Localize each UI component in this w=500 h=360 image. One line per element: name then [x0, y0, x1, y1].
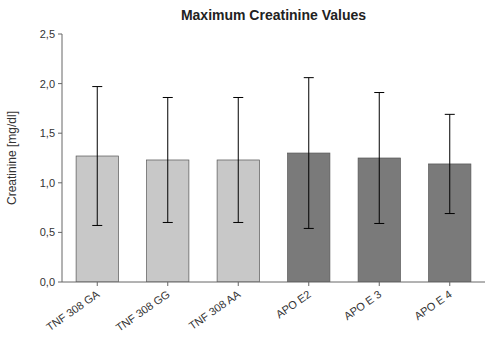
error-bar: [374, 93, 384, 224]
error-cap: [374, 92, 384, 93]
error-bar: [445, 114, 455, 213]
y-tick-label: 1,5: [40, 127, 55, 139]
x-tick: [308, 282, 309, 286]
x-axis: [62, 282, 485, 283]
x-tick-label: APO E 3: [341, 288, 383, 322]
y-tick-label: 0,0: [40, 276, 55, 288]
x-tick-label: APO E 4: [412, 288, 454, 322]
y-tick-label: 1,0: [40, 177, 55, 189]
plot-area: [76, 78, 471, 282]
y-axis-label: Creatinine [mg/dl]: [5, 111, 19, 205]
x-tick: [379, 282, 380, 286]
error-line: [167, 97, 168, 222]
x-tick: [449, 282, 450, 286]
error-cap: [92, 225, 102, 226]
y-tick: [58, 182, 62, 183]
error-bar: [304, 78, 314, 229]
chart: Maximum Creatinine Values Creatinine [mg/…: [0, 0, 500, 360]
error-cap: [233, 222, 243, 223]
error-line: [308, 78, 309, 229]
y-tick-label: 0,5: [40, 226, 55, 238]
y-tick: [58, 282, 62, 283]
error-line: [449, 114, 450, 213]
y-tick-label: 2,0: [40, 78, 55, 90]
error-bar: [163, 97, 173, 222]
x-tick-label: TNF 308 AA: [186, 287, 243, 332]
y-axis: [62, 34, 63, 282]
y-tick: [58, 133, 62, 134]
x-tick: [167, 282, 168, 286]
title: Maximum Creatinine Values: [181, 7, 366, 23]
error-cap: [445, 213, 455, 214]
error-cap: [92, 86, 102, 87]
y-tick-label: 2,5: [40, 28, 55, 40]
x-tick: [97, 282, 98, 286]
error-line: [379, 93, 380, 224]
error-bar: [233, 97, 243, 222]
error-cap: [304, 77, 314, 78]
y-tick: [58, 232, 62, 233]
x-tick: [238, 282, 239, 286]
error-cap: [445, 114, 455, 115]
error-line: [97, 87, 98, 226]
error-cap: [163, 97, 173, 98]
x-tick-label: TNF 308 GG: [113, 288, 171, 334]
y-tick: [58, 83, 62, 84]
error-cap: [233, 97, 243, 98]
error-bar: [92, 87, 102, 226]
error-cap: [374, 223, 384, 224]
x-tick-label: APO E2: [273, 288, 312, 321]
error-cap: [163, 222, 173, 223]
x-tick-label: TNF 308 GA: [44, 287, 102, 333]
error-cap: [304, 228, 314, 229]
y-tick: [58, 34, 62, 35]
error-line: [238, 97, 239, 222]
